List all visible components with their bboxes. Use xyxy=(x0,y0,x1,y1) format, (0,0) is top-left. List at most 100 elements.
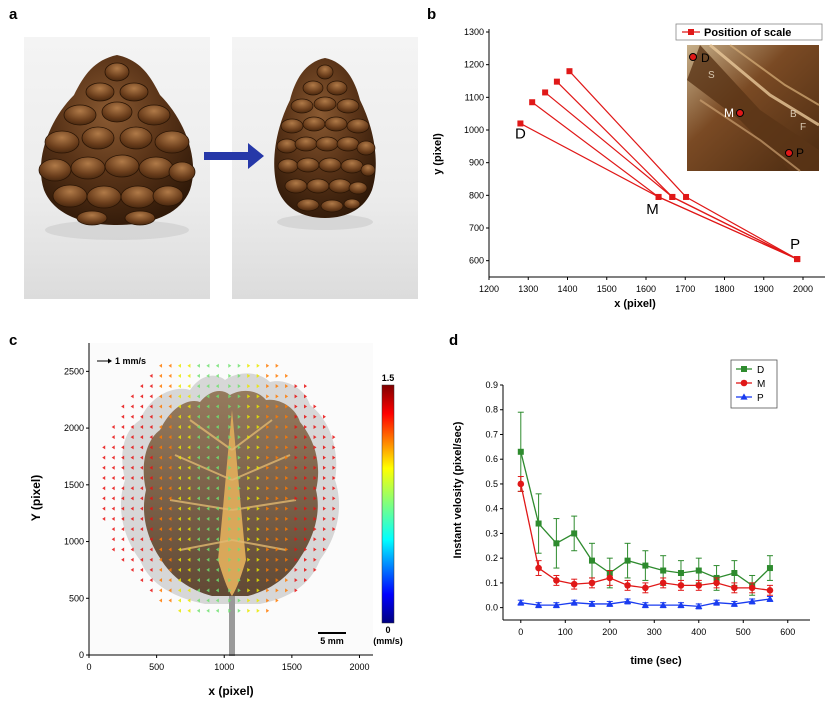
d-ytick-label: 0.3 xyxy=(485,528,498,538)
c-velocity-vector xyxy=(332,435,336,440)
c-velocity-vector xyxy=(275,384,279,389)
b-ytick-label: 900 xyxy=(469,158,484,168)
c-velocity-vector xyxy=(168,588,172,593)
c-velocity-vector xyxy=(196,394,200,399)
c-velocity-vector xyxy=(149,506,153,511)
c-velocity-vector xyxy=(228,496,232,501)
c-velocity-vector xyxy=(177,435,181,440)
c-velocity-vector xyxy=(332,527,336,532)
c-velocity-vector xyxy=(322,516,326,521)
b-legend-label: Position of scale xyxy=(704,27,791,39)
d-point-m xyxy=(588,579,596,587)
c-velocity-vector xyxy=(237,588,241,593)
c-velocity-vector xyxy=(149,567,153,572)
c-velocity-vector xyxy=(215,537,219,542)
c-velocity-vector xyxy=(294,547,298,552)
c-velocity-vector xyxy=(228,384,232,389)
b-ytick-label: 1300 xyxy=(464,27,484,37)
c-velocity-vector xyxy=(266,588,270,593)
c-velocity-vector xyxy=(294,384,298,389)
c-velocity-vector xyxy=(159,557,163,562)
b-point-label: M xyxy=(646,201,659,218)
c-velocity-vector xyxy=(275,435,279,440)
c-velocity-vector xyxy=(187,496,191,501)
c-velocity-vector xyxy=(187,486,191,491)
c-velocity-vector xyxy=(168,578,172,583)
c-velocity-vector xyxy=(237,527,241,532)
c-velocity-vector xyxy=(206,363,210,368)
inset-label-b: B xyxy=(790,109,797,120)
c-velocity-vector xyxy=(228,588,232,593)
c-velocity-vector xyxy=(140,465,144,470)
c-velocity-vector xyxy=(196,435,200,440)
c-velocity-vector xyxy=(168,445,172,450)
c-velocity-vector xyxy=(322,445,326,450)
c-velocity-vector xyxy=(275,414,279,419)
c-velocity-vector xyxy=(149,578,153,583)
c-velocity-vector xyxy=(304,476,308,481)
c-velocity-vector xyxy=(313,435,317,440)
c-velocity-vector xyxy=(206,578,210,583)
c-velocity-vector xyxy=(187,414,191,419)
closed-pinecone-image xyxy=(274,58,376,230)
c-velocity-vector xyxy=(228,394,232,399)
c-velocity-vector xyxy=(304,435,308,440)
panel-label-d: d xyxy=(449,332,459,349)
c-velocity-vector xyxy=(196,496,200,501)
c-velocity-vector xyxy=(149,588,153,593)
c-velocity-vector xyxy=(111,435,115,440)
c-xtick-label: 500 xyxy=(149,662,164,672)
c-velocity-vector xyxy=(168,373,172,378)
c-velocity-vector xyxy=(121,516,125,521)
c-velocity-vector xyxy=(285,516,289,521)
c-velocity-vector xyxy=(304,578,308,583)
d-xlabel: time (sec) xyxy=(630,655,682,667)
c-velocity-vector xyxy=(266,363,270,368)
c-scale-arrow-label: 1 mm/s xyxy=(115,356,146,366)
c-velocity-vector xyxy=(313,465,317,470)
d-point-d xyxy=(624,557,631,564)
c-velocity-vector xyxy=(206,455,210,460)
c-velocity-vector xyxy=(187,455,191,460)
c-velocity-vector xyxy=(247,588,251,593)
d-point-m xyxy=(553,577,560,584)
d-point-p xyxy=(695,602,703,609)
c-velocity-vector xyxy=(215,424,219,429)
c-velocity-vector xyxy=(196,588,200,593)
c-velocity-vector xyxy=(215,414,219,419)
c-velocity-vector xyxy=(275,588,279,593)
c-velocity-vector xyxy=(177,384,181,389)
c-velocity-vector xyxy=(102,506,106,511)
c-velocity-vector xyxy=(121,527,125,532)
c-velocity-vector xyxy=(256,608,260,613)
c-velocity-vector xyxy=(237,496,241,501)
d-legend-marker-p xyxy=(740,393,748,400)
c-velocity-vector xyxy=(332,476,336,481)
c-velocity-vector xyxy=(304,404,308,409)
d-legend: DMP xyxy=(730,359,778,409)
c-velocity-vector xyxy=(121,414,125,419)
c-velocity-vector xyxy=(294,455,298,460)
c-velocity-vector xyxy=(237,547,241,552)
d-ytick-label: 0.4 xyxy=(485,504,498,514)
c-velocity-vector xyxy=(149,476,153,481)
c-velocity-vector xyxy=(168,527,172,532)
d-point-m xyxy=(606,574,614,582)
c-velocity-vector xyxy=(177,445,181,450)
c-velocity-vector xyxy=(149,496,153,501)
c-velocity-vector xyxy=(215,527,219,532)
c-velocity-vector xyxy=(102,465,106,470)
d-point-m xyxy=(766,587,774,594)
c-velocity-vector xyxy=(140,527,144,532)
c-velocity-vector xyxy=(140,445,144,450)
c-velocity-vector xyxy=(228,608,232,613)
c-velocity-vector xyxy=(304,516,308,521)
panel-d-chart: 0 100 200 300 400 500 600 0.0 0.1 0.2 0.3 0.4 0.5 0.6… xyxy=(452,359,810,667)
c-velocity-vector xyxy=(304,506,308,511)
c-velocity-vector xyxy=(256,445,260,450)
c-velocity-vector xyxy=(275,465,279,470)
c-velocity-vector xyxy=(266,578,270,583)
c-velocity-vector xyxy=(275,373,279,378)
c-velocity-vector xyxy=(237,537,241,542)
c-velocity-vector xyxy=(159,373,163,378)
